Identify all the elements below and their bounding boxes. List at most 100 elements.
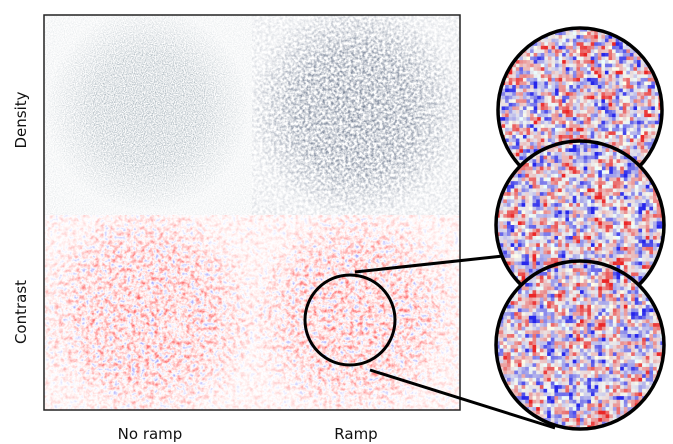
pixel bbox=[511, 207, 515, 211]
pixel bbox=[533, 221, 537, 225]
pixel bbox=[555, 103, 559, 107]
pixel bbox=[525, 192, 529, 196]
pixel bbox=[543, 178, 547, 182]
pixel bbox=[505, 135, 509, 139]
pixel bbox=[547, 247, 551, 251]
pixel bbox=[507, 283, 511, 287]
pixel bbox=[606, 203, 610, 207]
pixel bbox=[587, 207, 591, 211]
pixel bbox=[633, 92, 637, 96]
pixel bbox=[547, 272, 551, 276]
pixel bbox=[624, 181, 628, 185]
pixel bbox=[514, 181, 518, 185]
pixel bbox=[584, 316, 588, 320]
pixel bbox=[580, 163, 584, 167]
pixel bbox=[502, 106, 506, 110]
pixel bbox=[641, 121, 645, 125]
pixel bbox=[536, 251, 540, 255]
pixel bbox=[496, 185, 500, 189]
pixel bbox=[584, 218, 588, 222]
pixel bbox=[587, 60, 591, 64]
pixel bbox=[569, 283, 573, 287]
pixel bbox=[558, 188, 562, 192]
pixel bbox=[500, 178, 504, 182]
pixel bbox=[591, 57, 595, 61]
pixel bbox=[533, 163, 537, 167]
pixel bbox=[536, 243, 540, 247]
pixel bbox=[543, 225, 547, 229]
pixel bbox=[558, 254, 562, 258]
pixel bbox=[649, 196, 653, 200]
pixel bbox=[646, 247, 650, 251]
pixel bbox=[551, 308, 555, 312]
pixel bbox=[609, 81, 613, 85]
pixel bbox=[507, 287, 511, 291]
pixel bbox=[551, 35, 555, 39]
pixel bbox=[562, 99, 566, 103]
pixel bbox=[573, 272, 577, 276]
pixel bbox=[660, 291, 664, 295]
pixel bbox=[651, 160, 655, 164]
pixel bbox=[551, 214, 555, 218]
pixel bbox=[617, 247, 621, 251]
pixel bbox=[518, 214, 522, 218]
pixel bbox=[522, 196, 526, 200]
pixel bbox=[623, 124, 627, 128]
pixel bbox=[518, 188, 522, 192]
pixel bbox=[624, 262, 628, 266]
pixel bbox=[637, 110, 641, 114]
pixel bbox=[624, 221, 628, 225]
pixel bbox=[527, 67, 531, 71]
pixel bbox=[533, 262, 537, 266]
pixel bbox=[605, 71, 609, 75]
pixel bbox=[536, 265, 540, 269]
pixel bbox=[655, 156, 659, 160]
pixel bbox=[633, 53, 637, 57]
pixel bbox=[569, 163, 573, 167]
pixel bbox=[527, 78, 531, 82]
pixel bbox=[657, 218, 661, 222]
pixel bbox=[507, 276, 511, 280]
pixel bbox=[620, 174, 624, 178]
pixel bbox=[548, 71, 552, 75]
pixel bbox=[551, 207, 555, 211]
pixel bbox=[641, 135, 645, 139]
pixel bbox=[619, 103, 623, 107]
pixel bbox=[602, 316, 606, 320]
pixel bbox=[509, 106, 513, 110]
pixel bbox=[518, 192, 522, 196]
pixel bbox=[498, 153, 502, 157]
pixel bbox=[543, 210, 547, 214]
pixel bbox=[657, 221, 661, 225]
pixel bbox=[633, 110, 637, 114]
pixel bbox=[624, 243, 628, 247]
pixel bbox=[638, 262, 642, 266]
pixel bbox=[635, 316, 639, 320]
pixel bbox=[627, 269, 631, 273]
pixel bbox=[533, 210, 537, 214]
pixel bbox=[609, 294, 613, 298]
pixel bbox=[565, 298, 569, 302]
pixel bbox=[587, 199, 591, 203]
pixel bbox=[518, 240, 522, 244]
pixel bbox=[496, 305, 500, 309]
pixel bbox=[657, 291, 661, 295]
pixel bbox=[555, 128, 559, 132]
pixel bbox=[573, 99, 577, 103]
pixel bbox=[609, 192, 613, 196]
pixel bbox=[617, 185, 621, 189]
pixel bbox=[606, 218, 610, 222]
pixel bbox=[580, 181, 584, 185]
pixel bbox=[562, 251, 566, 255]
pixel bbox=[519, 42, 523, 46]
pixel bbox=[503, 283, 507, 287]
pixel bbox=[584, 268, 588, 272]
pixel bbox=[529, 174, 533, 178]
pixel bbox=[587, 99, 591, 103]
pixel bbox=[534, 121, 538, 125]
pixel bbox=[619, 99, 623, 103]
pixel bbox=[591, 218, 595, 222]
pixel bbox=[631, 210, 635, 214]
pixel bbox=[653, 272, 657, 276]
